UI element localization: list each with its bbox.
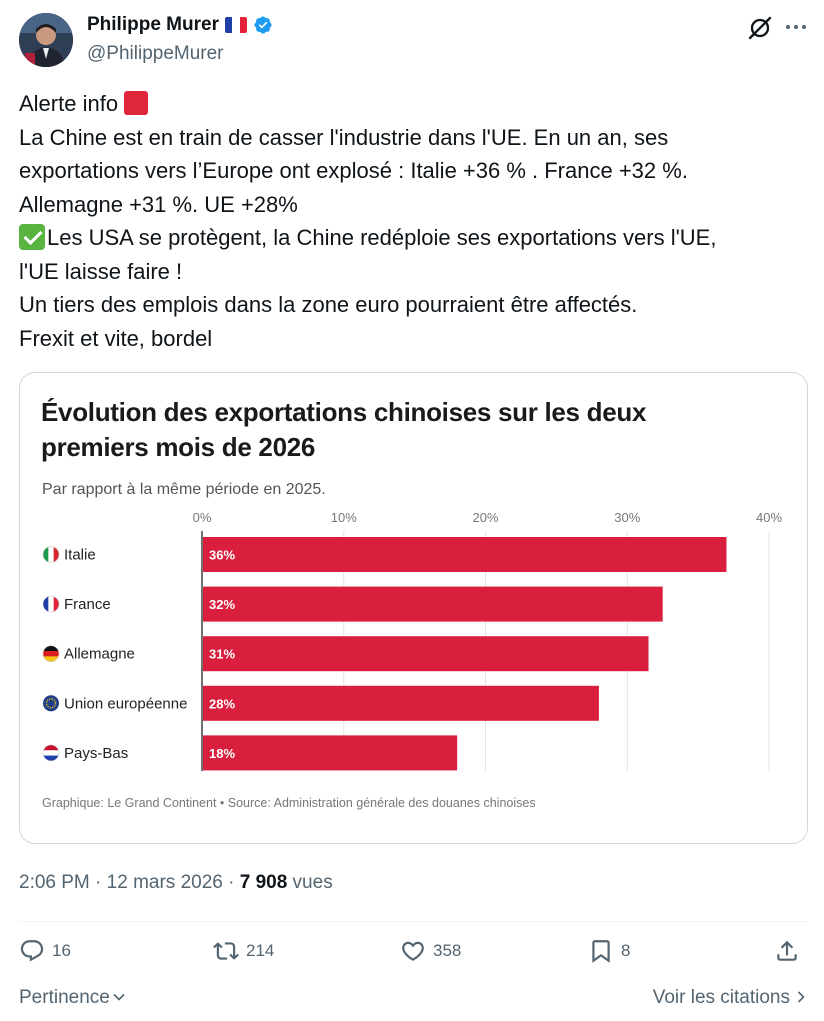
tweet-line: l'UE laisse faire ! [19,258,183,284]
italy-flag-icon [42,546,60,563]
france-flag-icon [42,595,60,613]
bookmark-icon [592,940,610,963]
bar-chart: 0% 10% 20% 30% 40% Italie 36% France 32% Allemagn… [42,510,782,771]
germany-flag-icon [42,645,60,662]
tweet-line: exportations vers l’Europe ont explosé :… [19,158,688,183]
reply-button[interactable]: 16 [19,938,71,964]
x-tick-label: 10% [331,510,357,525]
tweet-date[interactable]: 12 mars 2026 [106,872,223,893]
views-label: vues [287,872,333,893]
chart-source: Graphique: Le Grand Continent • Source: … [42,796,536,810]
data-label: 18% [209,746,235,761]
reply-count: 16 [52,941,71,960]
x-tick-label: 20% [472,510,498,525]
author-name[interactable]: Philippe Murer [87,14,219,35]
tweet-line: Les USA se protègent, la Chine redéploie… [19,221,809,255]
tweet-line: Un tiers des emplois dans la zone euro p… [19,292,638,317]
netherlands-flag-icon [42,744,60,762]
chart-title: Évolution des exportations chinoises sur… [41,397,647,462]
tweet-line: Frexit et vite, bordel [19,325,213,351]
category-label: Pays-Bas [64,745,128,762]
like-button[interactable]: 358 [400,938,461,964]
category-label: Union européenne [64,695,187,712]
view-quotes-link[interactable]: Voir les citations [653,987,808,1009]
bar [203,735,458,771]
tweet-time[interactable]: 2:06 PM [19,872,90,893]
france-flag-icon [224,17,247,33]
x-tick-label: 0% [193,510,212,525]
chevron-down-icon [113,993,125,1001]
chevron-right-icon [797,991,805,1003]
action-bar: 16 214 358 8 [19,938,808,974]
check-mark-emoji-icon [19,224,45,250]
meta-separator: · [89,872,107,893]
meta-separator: · [222,872,240,893]
sort-dropdown[interactable]: Pertinence [19,987,126,1009]
divider [19,921,808,922]
view-quotes-label: Voir les citations [652,987,790,1008]
heart-icon [402,941,424,961]
more-options-icon[interactable] [783,17,809,37]
repost-icon [213,942,239,960]
bookmark-count: 8 [621,941,631,960]
avatar[interactable] [19,13,73,67]
category-label: France [64,596,111,613]
chart-image[interactable]: Évolution des exportations chinoises sur… [19,372,808,844]
share-button[interactable] [774,938,800,964]
bar [203,537,727,572]
bookmark-button[interactable]: 8 [588,938,630,964]
red-square-emoji-icon [124,91,149,115]
share-icon [777,940,797,961]
verified-badge-icon [254,16,272,34]
x-tick-label: 40% [756,510,782,525]
bar [203,586,663,622]
like-count: 358 [433,941,462,960]
category-label: Allemagne [64,646,135,663]
chart-subtitle: Par rapport à la même période en 2025. [42,481,326,498]
sort-label: Pertinence [19,987,110,1008]
tweet-meta: 2:06 PM · 12 mars 2026 · 7 908 vues [19,872,333,894]
tweet-header: Philippe Murer @PhilippeMurer [19,11,809,67]
tweet-line: Alerte info [19,87,809,121]
data-label: 31% [209,647,235,662]
repost-button[interactable]: 214 [213,938,274,964]
bar [203,636,649,672]
category-label: Italie [64,547,96,564]
x-tick-label: 30% [614,510,640,525]
tweet-line: La Chine est en train de casser l'indust… [19,124,669,150]
reply-icon [20,940,44,962]
bar [203,685,599,721]
repost-count: 214 [246,941,275,960]
data-label: 28% [209,696,235,711]
views-count: 7 908 [239,872,288,893]
eu-flag-icon [43,695,59,712]
tweet-text: Alerte info La Chine est en train de cas… [19,87,809,355]
data-label: 32% [209,597,235,612]
tweet-line: Allemagne +31 %. UE +28% [19,191,298,217]
author-handle[interactable]: @PhilippeMurer [87,43,224,64]
grok-icon[interactable] [747,15,773,41]
data-label: 36% [209,548,235,563]
